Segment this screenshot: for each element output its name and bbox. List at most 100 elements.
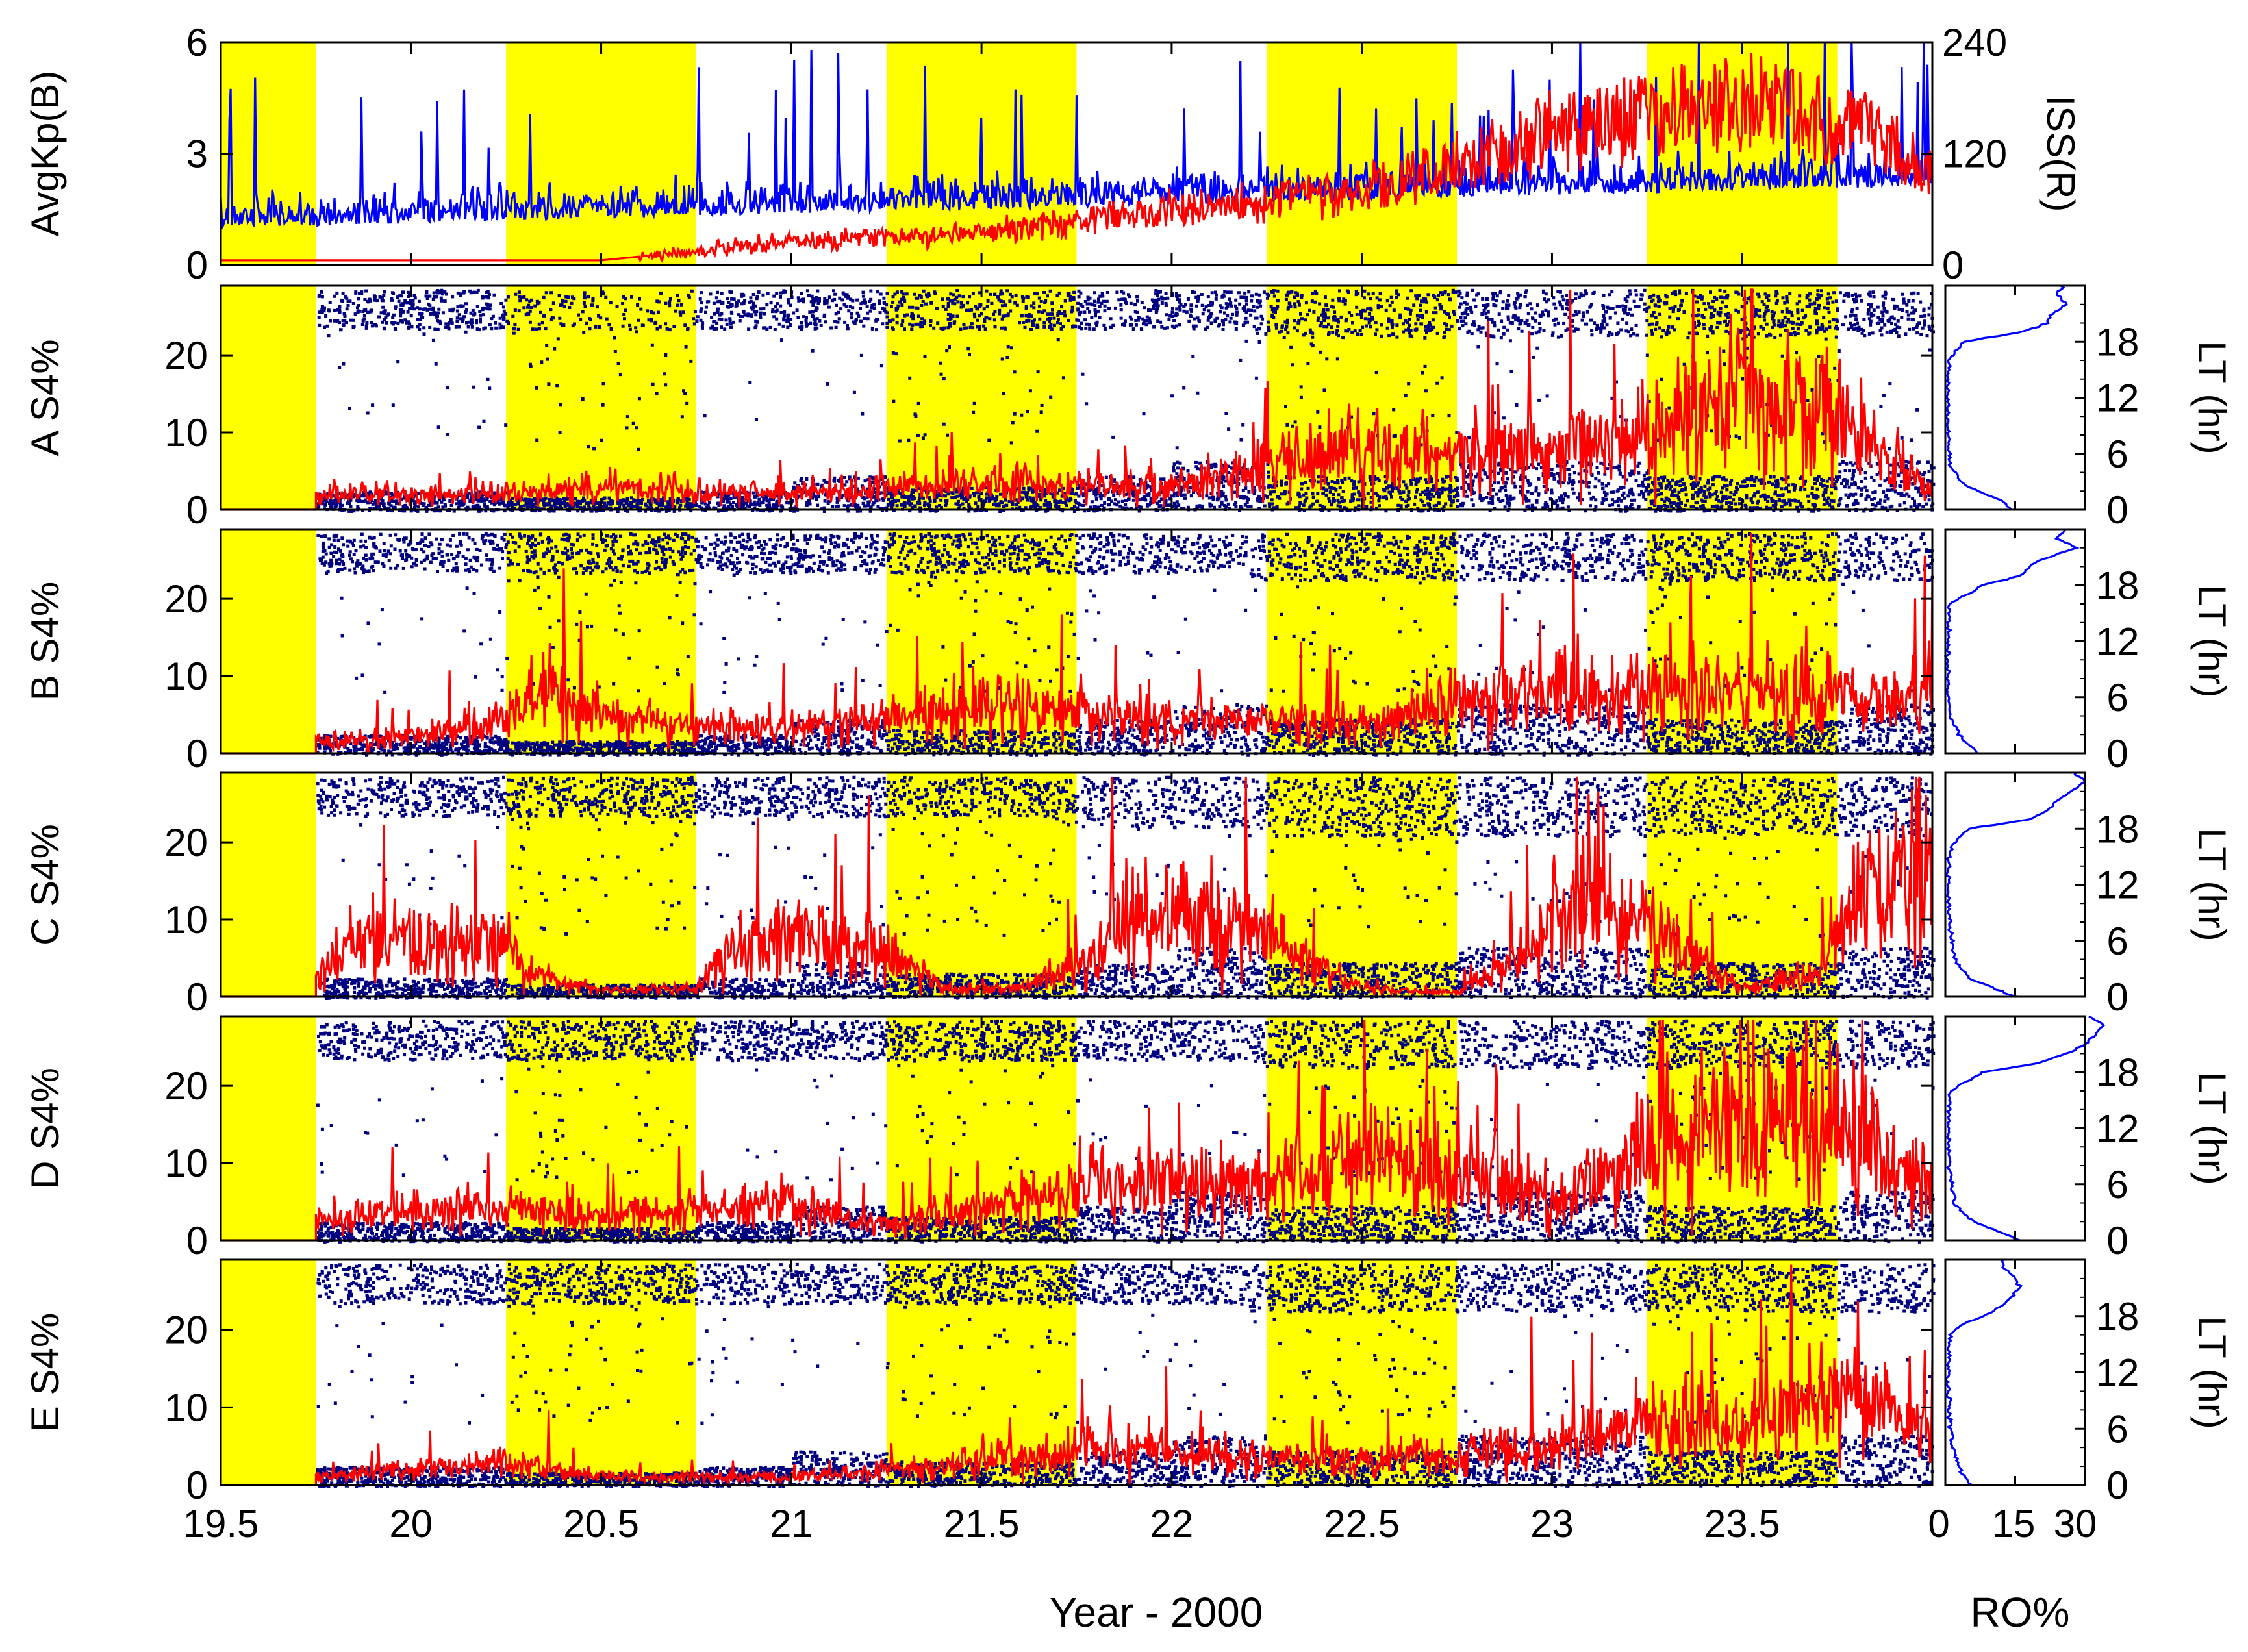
x-tick-label: 23	[1530, 1502, 1574, 1546]
lt-tick-label: 18	[2096, 564, 2140, 607]
x-axis-label: Year - 2000	[1050, 1589, 1263, 1636]
lt-tick-label: 6	[2106, 920, 2128, 963]
ro-profile-2	[1945, 772, 2086, 998]
s4-scatter-4	[316, 1262, 1936, 1488]
line-layer	[220, 42, 2105, 1486]
s4-scatter-0	[316, 288, 1936, 513]
iss-tick-label: 240	[1942, 21, 2007, 64]
s4-tick-label: 0	[186, 975, 208, 1019]
s4-tick-label: 20	[164, 821, 208, 864]
ro-xtick-label: 0	[1928, 1502, 1949, 1546]
lt-ylabel-0: LT (hr)	[2190, 341, 2234, 454]
kp-tick-label: 3	[186, 132, 208, 176]
x-tick-label: 20.5	[563, 1502, 639, 1546]
lt-ylabel-4: LT (hr)	[2190, 1316, 2234, 1429]
kp-tick-label: 0	[186, 244, 208, 287]
shade-band-0-0	[221, 42, 316, 265]
lt-tick-label: 18	[2096, 807, 2140, 851]
lt-tick-label: 18	[2096, 1051, 2140, 1094]
kp-tick-label: 6	[186, 21, 208, 64]
s4-ylabel-2: C S4%	[23, 824, 67, 945]
ro-xtick-label: 30	[2054, 1502, 2097, 1546]
s4-tick-label: 0	[186, 1464, 208, 1507]
kp-line	[220, 42, 1934, 231]
s4-tick-label: 20	[164, 1308, 208, 1352]
lt-tick-label: 12	[2096, 377, 2140, 420]
x-tick-label: 21	[770, 1502, 813, 1546]
panel-frame-2	[220, 528, 1934, 755]
s4-red-line-1	[221, 532, 1934, 755]
ro-profile-1	[1943, 529, 2080, 754]
lt-tick-label: 0	[2106, 1464, 2128, 1507]
ro-frame-1	[1944, 528, 2086, 755]
lt-tick-label: 18	[2096, 320, 2140, 364]
x-tick-label: 19.5	[183, 1502, 259, 1546]
s4-tick-label: 10	[164, 655, 208, 698]
lt-tick-label: 6	[2106, 1407, 2128, 1451]
lt-ylabel-3: LT (hr)	[2190, 1071, 2234, 1184]
lt-tick-label: 12	[2096, 1107, 2140, 1151]
x-tick-label: 22	[1150, 1502, 1194, 1546]
top-left-ylabel: AvgKp(B)	[23, 71, 67, 237]
s4-red-line-2	[221, 776, 1934, 999]
shade-band-2-1	[506, 529, 696, 753]
s4-tick-label: 10	[164, 411, 208, 455]
scatter-layer	[316, 288, 1936, 1488]
s4-ylabel-0: A S4%	[23, 339, 67, 456]
s4-scatter-3	[316, 1019, 1936, 1244]
ro-xtick-label: 15	[1992, 1502, 2036, 1546]
s4-tick-label: 10	[164, 1386, 208, 1429]
panel-frame-3	[220, 771, 1934, 998]
ro-frame-0	[1944, 284, 2086, 511]
lt-tick-label: 18	[2096, 1295, 2140, 1338]
s4-scatter-1	[316, 532, 1936, 757]
panel-frame-1	[220, 284, 1934, 511]
lt-tick-label: 6	[2106, 676, 2128, 720]
x-tick-label: 23.5	[1704, 1502, 1780, 1546]
iss-tick-label: 120	[1942, 132, 2007, 176]
x-tick-label: 22.5	[1324, 1502, 1400, 1546]
s4-red-line-3	[221, 1020, 1934, 1242]
s4-ylabel-3: D S4%	[23, 1068, 67, 1189]
shade-band-0-1	[506, 42, 696, 265]
lt-tick-label: 12	[2096, 620, 2140, 664]
panel-frame-5	[220, 1258, 1934, 1486]
shade-band-3-0	[221, 773, 316, 997]
s4-tick-label: 20	[164, 577, 208, 621]
lt-tick-label: 0	[2106, 975, 2128, 1019]
ro-xlabel: RO%	[1971, 1589, 2070, 1636]
s4-tick-label: 20	[164, 334, 208, 377]
s4-tick-label: 0	[186, 732, 208, 775]
s4-tick-label: 0	[186, 1219, 208, 1262]
lt-tick-label: 0	[2106, 1219, 2128, 1262]
lt-tick-label: 0	[2106, 488, 2128, 532]
shade-band-5-0	[221, 1260, 316, 1485]
panel-frame-4	[220, 1015, 1934, 1242]
x-tick-label: 21.5	[944, 1502, 1020, 1546]
lt-ylabel-1: LT (hr)	[2190, 584, 2234, 697]
lt-tick-label: 6	[2106, 1163, 2128, 1207]
frames-layer	[220, 41, 2086, 1486]
s4-red-line-0	[221, 288, 1934, 511]
ro-frame-3	[1944, 1015, 2086, 1242]
ro-profile-4	[1944, 1259, 2023, 1486]
x-tick-label: 20	[389, 1502, 433, 1546]
ro-frame-4	[1944, 1258, 2086, 1486]
shade-band-4-0	[221, 1016, 316, 1240]
lt-tick-label: 12	[2096, 1351, 2140, 1395]
shade-band-1-0	[221, 286, 316, 510]
lt-tick-label: 12	[2096, 864, 2140, 907]
s4-ylabel-4: E S4%	[23, 1313, 67, 1432]
s4-tick-label: 20	[164, 1064, 208, 1108]
s4-tick-label: 10	[164, 898, 208, 942]
ro-profile-0	[1945, 284, 2068, 511]
s4-red-line-4	[221, 1264, 1934, 1486]
s4-tick-label: 10	[164, 1142, 208, 1185]
iss-tick-label: 0	[1942, 244, 1964, 287]
ro-frame-2	[1944, 771, 2086, 998]
shade-band-2-0	[221, 529, 316, 753]
top-right-ylabel: ISS(R)	[2039, 95, 2082, 212]
ro-profile-3	[1945, 1015, 2105, 1242]
